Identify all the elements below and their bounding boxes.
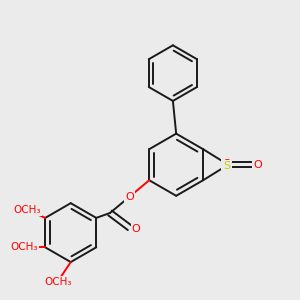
Text: S: S: [223, 160, 230, 171]
Text: O: O: [132, 224, 140, 234]
Text: O: O: [222, 159, 231, 169]
Text: OCH₃: OCH₃: [10, 242, 38, 252]
Text: O: O: [125, 192, 134, 202]
Text: OCH₃: OCH₃: [44, 277, 71, 287]
Text: O: O: [253, 160, 262, 170]
Text: OCH₃: OCH₃: [14, 205, 41, 215]
